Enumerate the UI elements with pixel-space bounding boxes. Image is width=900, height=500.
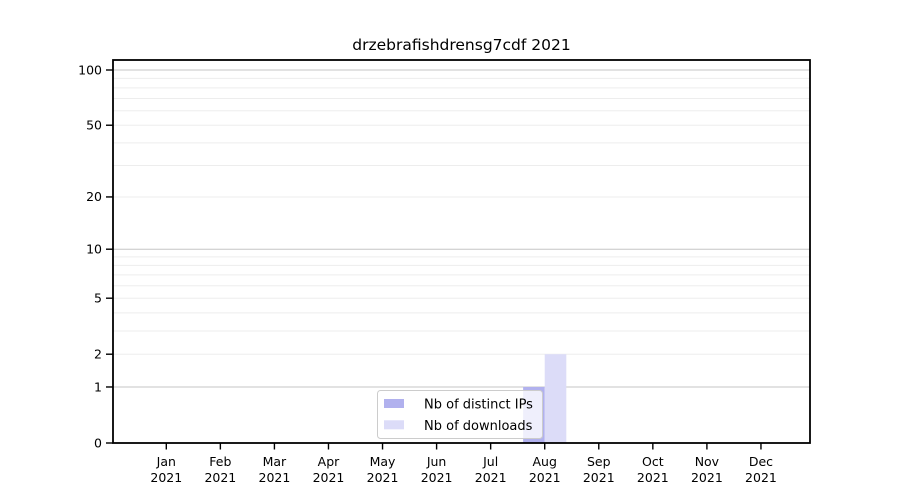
x-tick-label-month-sep: Sep bbox=[587, 454, 611, 469]
x-tick-label-month-apr: Apr bbox=[318, 454, 340, 469]
x-tick-label-month-feb: Feb bbox=[209, 454, 231, 469]
x-tick-label-year-apr: 2021 bbox=[313, 470, 345, 485]
x-tick-label-year-jul: 2021 bbox=[475, 470, 507, 485]
legend-label-distinct-ips: Nb of distinct IPs bbox=[424, 398, 533, 413]
bar-downloads-aug bbox=[544, 354, 567, 443]
y-tick-label-20: 20 bbox=[86, 189, 102, 204]
axes-frame bbox=[112, 59, 811, 444]
x-tick-label-year-feb: 2021 bbox=[204, 470, 236, 485]
x-tick-label-month-aug: Aug bbox=[533, 454, 557, 469]
legend bbox=[377, 390, 543, 439]
x-tick-label-year-mar: 2021 bbox=[259, 470, 291, 485]
x-tick-label-month-nov: Nov bbox=[695, 454, 720, 469]
y-tick-label-2: 2 bbox=[94, 347, 102, 362]
legend-swatch-distinct-ips bbox=[384, 399, 404, 408]
x-tick-label-month-may: May bbox=[370, 454, 396, 469]
x-tick-label-year-aug: 2021 bbox=[529, 470, 561, 485]
x-tick-label-month-oct: Oct bbox=[642, 454, 664, 469]
y-tick-label-10: 10 bbox=[86, 241, 102, 256]
x-tick-label-month-jun: Jun bbox=[426, 454, 447, 469]
x-tick-label-month-jan: Jan bbox=[156, 454, 176, 469]
x-tick-label-year-dec: 2021 bbox=[745, 470, 777, 485]
x-tick-label-month-jul: Jul bbox=[482, 454, 498, 469]
x-tick-label-year-nov: 2021 bbox=[691, 470, 723, 485]
y-tick-label-0: 0 bbox=[94, 435, 102, 450]
legend-label-downloads: Nb of downloads bbox=[424, 419, 533, 434]
y-tick-label-1: 1 bbox=[94, 379, 102, 394]
x-tick-label-year-oct: 2021 bbox=[637, 470, 669, 485]
y-tick-label-50: 50 bbox=[86, 118, 102, 133]
x-tick-label-year-jan: 2021 bbox=[150, 470, 182, 485]
x-tick-label-year-may: 2021 bbox=[367, 470, 399, 485]
chart-title: drzebrafishdrensg7cdf 2021 bbox=[352, 36, 571, 54]
x-tick-label-year-sep: 2021 bbox=[583, 470, 615, 485]
x-tick-label-month-mar: Mar bbox=[263, 454, 287, 469]
x-tick-label-year-jun: 2021 bbox=[421, 470, 453, 485]
y-tick-label-5: 5 bbox=[94, 290, 102, 305]
y-tick-label-100: 100 bbox=[78, 62, 102, 77]
x-tick-label-month-dec: Dec bbox=[749, 454, 773, 469]
legend-swatch-downloads bbox=[384, 420, 404, 430]
